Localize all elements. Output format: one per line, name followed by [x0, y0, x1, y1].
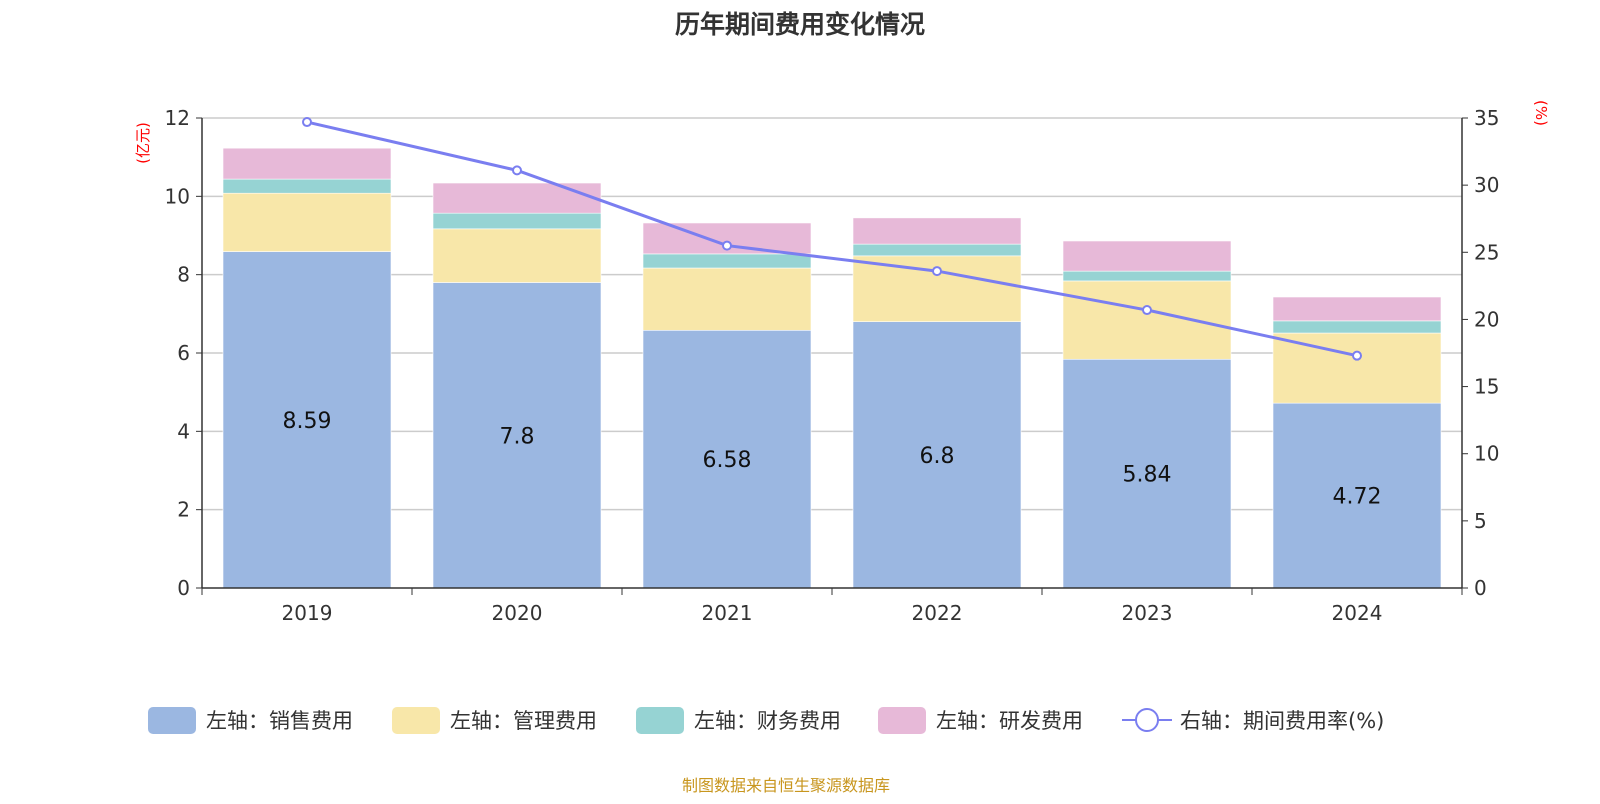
right-axis-unit: (%) — [1532, 100, 1550, 126]
right-tick-label: 10 — [1474, 442, 1499, 466]
left-tick-label: 4 — [177, 419, 190, 443]
right-tick-label: 5 — [1474, 509, 1487, 533]
left-axis-unit: (亿元) — [134, 122, 152, 164]
legend-item[interactable]: 左轴：销售费用 — [148, 707, 353, 734]
legend-item[interactable]: 左轴：财务费用 — [636, 707, 841, 734]
legend-label: 右轴：期间费用率(%) — [1180, 709, 1384, 733]
rate-point — [1142, 305, 1152, 316]
bar-data-label: 5.84 — [1123, 463, 1172, 488]
right-tick-label: 0 — [1474, 576, 1487, 600]
legend-label: 左轴：管理费用 — [450, 709, 597, 733]
legend-label: 左轴：销售费用 — [206, 709, 353, 733]
left-tick-label: 12 — [165, 106, 190, 130]
right-tick-label: 25 — [1474, 240, 1499, 264]
left-tick-label: 6 — [177, 341, 190, 365]
bar-segment — [432, 182, 602, 214]
legend-swatch — [636, 707, 684, 734]
bar-segment — [1062, 270, 1232, 282]
x-tick-label: 2023 — [1122, 601, 1173, 625]
bar-segment — [222, 251, 392, 589]
left-tick-label: 10 — [165, 184, 190, 208]
x-tick-label: 2022 — [912, 601, 963, 625]
rate-point — [722, 240, 732, 251]
bar-segment — [222, 178, 392, 194]
right-tick-label: 35 — [1474, 106, 1499, 130]
bar-segment — [1272, 320, 1442, 334]
source-note: 制图数据来自恒生聚源数据库 — [682, 776, 890, 795]
bar-segment — [642, 253, 812, 269]
bar-data-label: 8.59 — [283, 409, 332, 434]
rate-point — [932, 266, 942, 277]
legend-swatch — [148, 707, 196, 734]
bar-segment — [852, 217, 1022, 245]
legend-label: 左轴：财务费用 — [694, 709, 841, 733]
x-tick-label: 2021 — [702, 601, 753, 625]
x-tick-label: 2020 — [492, 601, 543, 625]
rate-line — [306, 120, 1358, 358]
bar-data-label: 4.72 — [1333, 485, 1382, 510]
bar-segment — [642, 267, 812, 331]
bar-data-label: 7.8 — [500, 424, 535, 449]
bar-segment — [222, 192, 392, 252]
legend-swatch — [878, 707, 926, 734]
bar-segment — [432, 282, 602, 589]
bar-segment — [1062, 358, 1232, 589]
bar-segment — [1272, 402, 1442, 589]
legend-item[interactable]: 左轴：管理费用 — [392, 707, 597, 734]
x-tick-label: 2024 — [1332, 601, 1383, 625]
left-tick-label: 2 — [177, 498, 190, 522]
bar-segment — [852, 255, 1022, 322]
bar-segment — [1062, 240, 1232, 272]
bar-segment — [432, 212, 602, 230]
left-tick-label: 8 — [177, 263, 190, 287]
bar-segment — [642, 329, 812, 589]
legend-swatch — [392, 707, 440, 734]
rate-point — [512, 165, 522, 176]
legend-marker-icon — [1135, 708, 1159, 732]
bar-segment — [852, 321, 1022, 589]
bar-segment — [852, 243, 1022, 257]
bar-segment — [1272, 296, 1442, 322]
rate-point — [1352, 350, 1362, 361]
left-tick-label: 0 — [177, 576, 190, 600]
bar-data-label: 6.58 — [703, 448, 752, 473]
bar-data-label: 6.8 — [920, 444, 955, 469]
legend-item[interactable]: 右轴：期间费用率(%) — [1122, 708, 1384, 733]
x-tick-label: 2019 — [282, 601, 333, 625]
chart-title: 历年期间费用变化情况 — [675, 10, 925, 39]
bar-segment — [1062, 280, 1232, 360]
right-tick-label: 20 — [1474, 307, 1499, 331]
bar-segment — [222, 147, 392, 180]
rate-point — [302, 117, 312, 128]
right-tick-label: 30 — [1474, 173, 1499, 197]
legend-item[interactable]: 左轴：研发费用 — [878, 707, 1083, 734]
legend-label: 左轴：研发费用 — [936, 709, 1083, 733]
right-tick-label: 15 — [1474, 375, 1499, 399]
bar-segment — [432, 228, 602, 283]
